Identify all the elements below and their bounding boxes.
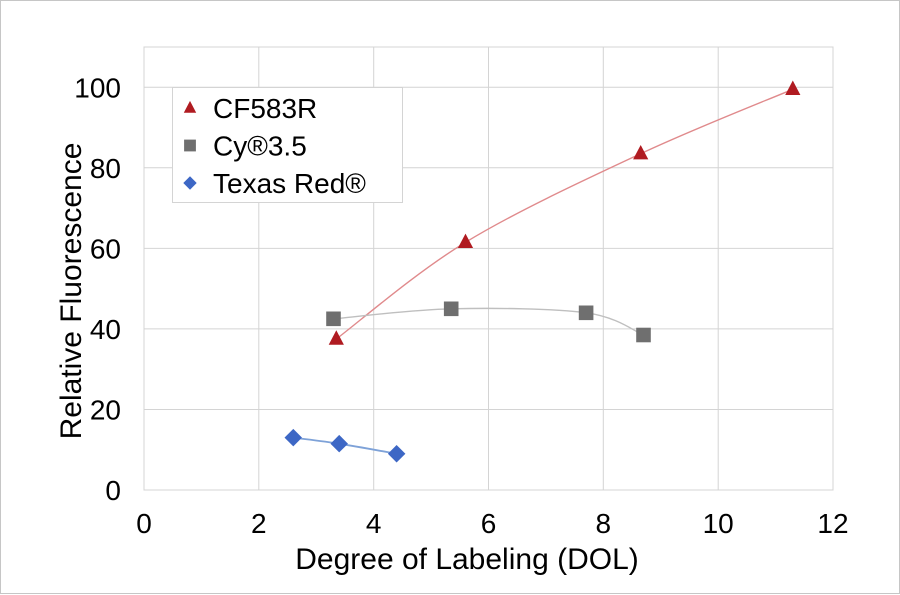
legend-label: Cy®3.5 [213,131,307,162]
x-tick-label: 8 [596,508,612,539]
data-point-marker [326,311,341,327]
series-0 [328,80,801,345]
y-tick-label: 40 [90,314,121,345]
y-axis-title: Relative Fluorescence [55,143,88,440]
legend-marker-square [184,139,196,152]
x-tick-label: 6 [481,508,497,539]
data-point-marker [785,80,801,95]
data-point-marker [457,233,474,248]
x-tick-label: 4 [366,508,382,539]
series-line [333,307,644,336]
y-tick-label: 60 [90,233,121,264]
legend: CF583R Cy®3.5 Texas Red® [172,87,403,203]
data-point-marker [578,305,594,321]
y-tick-label: 20 [90,395,121,426]
legend-box [172,87,403,203]
series-1 [326,301,651,343]
tick-labels: 0 2 4 6 8 10 12 0 20 40 60 80 100 [74,72,848,539]
series-layer [284,80,801,463]
legend-marker-triangle [183,100,197,113]
data-point-marker [328,330,344,345]
legend-label: CF583R [213,93,317,124]
y-tick-label: 100 [74,72,121,103]
data-point-marker [633,145,649,160]
series-line [335,88,794,340]
x-tick-label: 12 [817,508,848,539]
data-point-marker [387,445,406,463]
data-point-marker [330,434,348,453]
x-tick-label: 10 [703,508,734,539]
x-tick-label: 0 [136,508,152,539]
data-point-marker [636,327,651,343]
data-point-marker [284,428,302,447]
y-tick-label: 0 [105,475,121,506]
legend-label: Texas Red® [213,168,366,199]
x-axis-title: Degree of Labeling (DOL) [295,543,639,576]
x-tick-label: 2 [251,508,267,539]
plot-border [143,46,834,491]
y-tick-label: 80 [90,153,121,184]
data-point-marker [443,301,459,317]
series-2 [284,428,406,463]
legend-marker-diamond [183,176,197,190]
